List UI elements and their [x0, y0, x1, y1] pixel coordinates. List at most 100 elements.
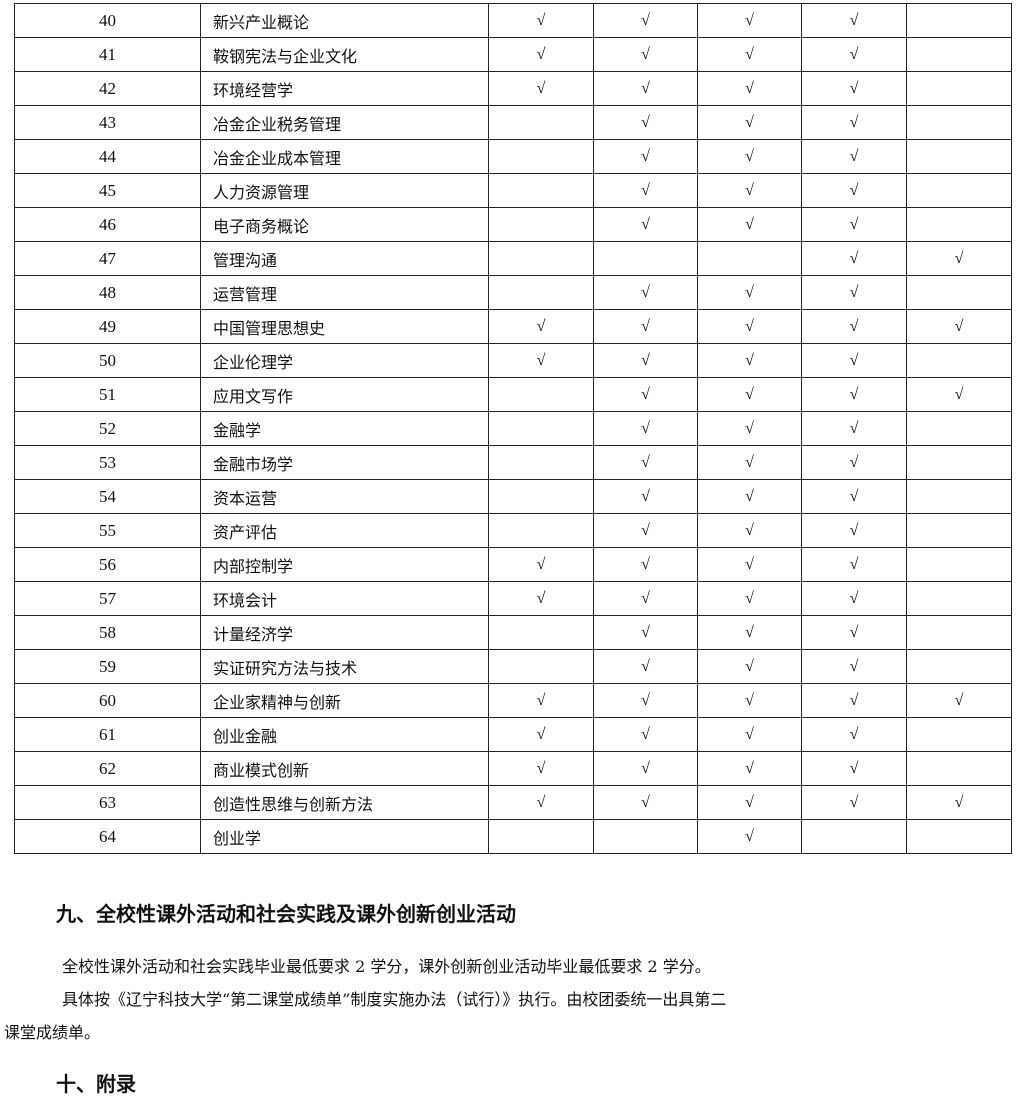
- check-mark-icon: √: [745, 691, 754, 709]
- table-row: 61 创业金融 √ √ √ √: [14, 717, 1012, 752]
- check-cell-4: √: [801, 445, 907, 480]
- check-cell-5: [906, 819, 1012, 854]
- section-9-paragraph-2: 具体按《辽宁科技大学“第二课堂成绩单”制度实施办法（试行）》执行。由校团委统一出…: [62, 990, 727, 1009]
- check-mark-icon: √: [745, 555, 754, 573]
- check-mark-icon: √: [745, 453, 754, 471]
- check-cell-5: [906, 615, 1012, 650]
- table-row: 60 企业家精神与创新 √ √ √ √ √: [14, 683, 1012, 718]
- check-mark-icon: √: [641, 419, 650, 437]
- check-mark-icon: √: [849, 657, 859, 675]
- check-mark-icon: √: [745, 215, 754, 233]
- check-mark-icon: √: [849, 181, 859, 199]
- check-mark-icon: √: [849, 725, 859, 743]
- table-row: 51 应用文写作 √ √ √ √: [14, 377, 1012, 412]
- check-mark-icon: √: [849, 419, 859, 437]
- course-number: 58: [14, 615, 201, 650]
- course-name: 鞍钢宪法与企业文化: [200, 37, 489, 72]
- check-cell-4: √: [801, 105, 907, 140]
- section-9-paragraph-1: 全校性课外活动和社会实践毕业最低要求 2 学分，课外创新创业活动毕业最低要求 2…: [62, 957, 711, 976]
- course-number: 46: [14, 207, 201, 242]
- check-mark-icon: √: [641, 45, 650, 63]
- table-row: 46 电子商务概论 √ √ √: [14, 207, 1012, 242]
- check-cell-5: [906, 3, 1012, 38]
- course-number: 41: [14, 37, 201, 72]
- check-cell-1: [488, 105, 594, 140]
- check-cell-2: √: [593, 37, 698, 72]
- table-row: 48 运营管理 √ √ √: [14, 275, 1012, 310]
- course-name: 应用文写作: [200, 377, 489, 412]
- check-cell-3: √: [697, 377, 802, 412]
- check-mark-icon: √: [745, 181, 754, 199]
- check-mark-icon: √: [641, 385, 650, 403]
- check-cell-3: √: [697, 717, 802, 752]
- check-mark-icon: √: [745, 317, 754, 335]
- course-name: 计量经济学: [200, 615, 489, 650]
- course-number: 42: [14, 71, 201, 106]
- check-cell-1: √: [488, 3, 594, 38]
- check-cell-2: √: [593, 207, 698, 242]
- check-cell-1: √: [488, 309, 594, 344]
- check-cell-5: [906, 343, 1012, 378]
- course-name: 内部控制学: [200, 547, 489, 582]
- check-cell-1: [488, 445, 594, 480]
- course-number: 53: [14, 445, 201, 480]
- check-mark-icon: √: [536, 725, 546, 743]
- check-cell-1: √: [488, 683, 594, 718]
- course-name: 资产评估: [200, 513, 489, 548]
- check-mark-icon: √: [536, 759, 546, 777]
- check-cell-5: [906, 649, 1012, 684]
- course-name: 冶金企业成本管理: [200, 139, 489, 174]
- check-mark-icon: √: [536, 45, 546, 63]
- course-name: 商业模式创新: [200, 751, 489, 786]
- check-cell-2: √: [593, 343, 698, 378]
- check-cell-5: [906, 717, 1012, 752]
- check-cell-4: √: [801, 139, 907, 174]
- check-cell-1: √: [488, 751, 594, 786]
- course-name: 中国管理思想史: [200, 309, 489, 344]
- check-mark-icon: √: [745, 623, 754, 641]
- check-cell-4: √: [801, 71, 907, 106]
- check-cell-1: [488, 275, 594, 310]
- check-mark-icon: √: [745, 589, 754, 607]
- check-cell-2: √: [593, 683, 698, 718]
- course-number: 48: [14, 275, 201, 310]
- check-mark-icon: √: [954, 691, 964, 709]
- check-cell-4: √: [801, 411, 907, 446]
- check-cell-4: √: [801, 547, 907, 582]
- check-cell-2: [593, 819, 698, 854]
- check-cell-1: [488, 411, 594, 446]
- check-cell-2: √: [593, 445, 698, 480]
- check-cell-1: [488, 615, 594, 650]
- check-mark-icon: √: [641, 351, 650, 369]
- check-mark-icon: √: [641, 759, 650, 777]
- check-mark-icon: √: [849, 759, 859, 777]
- check-mark-icon: √: [849, 793, 859, 811]
- table-row: 59 实证研究方法与技术 √ √ √: [14, 649, 1012, 684]
- check-mark-icon: √: [641, 521, 650, 539]
- check-mark-icon: √: [954, 385, 964, 403]
- check-mark-icon: √: [641, 181, 650, 199]
- check-cell-2: √: [593, 139, 698, 174]
- check-cell-4: √: [801, 717, 907, 752]
- course-number: 57: [14, 581, 201, 616]
- check-mark-icon: √: [745, 283, 754, 301]
- check-cell-3: √: [697, 71, 802, 106]
- check-cell-4: √: [801, 615, 907, 650]
- course-name: 运营管理: [200, 275, 489, 310]
- check-cell-1: [488, 241, 594, 276]
- check-cell-5: [906, 479, 1012, 514]
- check-cell-5: √: [906, 377, 1012, 412]
- course-name: 冶金企业税务管理: [200, 105, 489, 140]
- check-mark-icon: √: [641, 555, 650, 573]
- check-mark-icon: √: [536, 555, 546, 573]
- course-name: 资本运营: [200, 479, 489, 514]
- check-cell-1: [488, 819, 594, 854]
- check-mark-icon: √: [849, 555, 859, 573]
- check-cell-4: √: [801, 683, 907, 718]
- check-cell-1: √: [488, 547, 594, 582]
- table-row: 50 企业伦理学 √ √ √ √: [14, 343, 1012, 378]
- check-mark-icon: √: [641, 215, 650, 233]
- check-mark-icon: √: [849, 351, 859, 369]
- check-mark-icon: √: [745, 725, 754, 743]
- check-mark-icon: √: [745, 793, 754, 811]
